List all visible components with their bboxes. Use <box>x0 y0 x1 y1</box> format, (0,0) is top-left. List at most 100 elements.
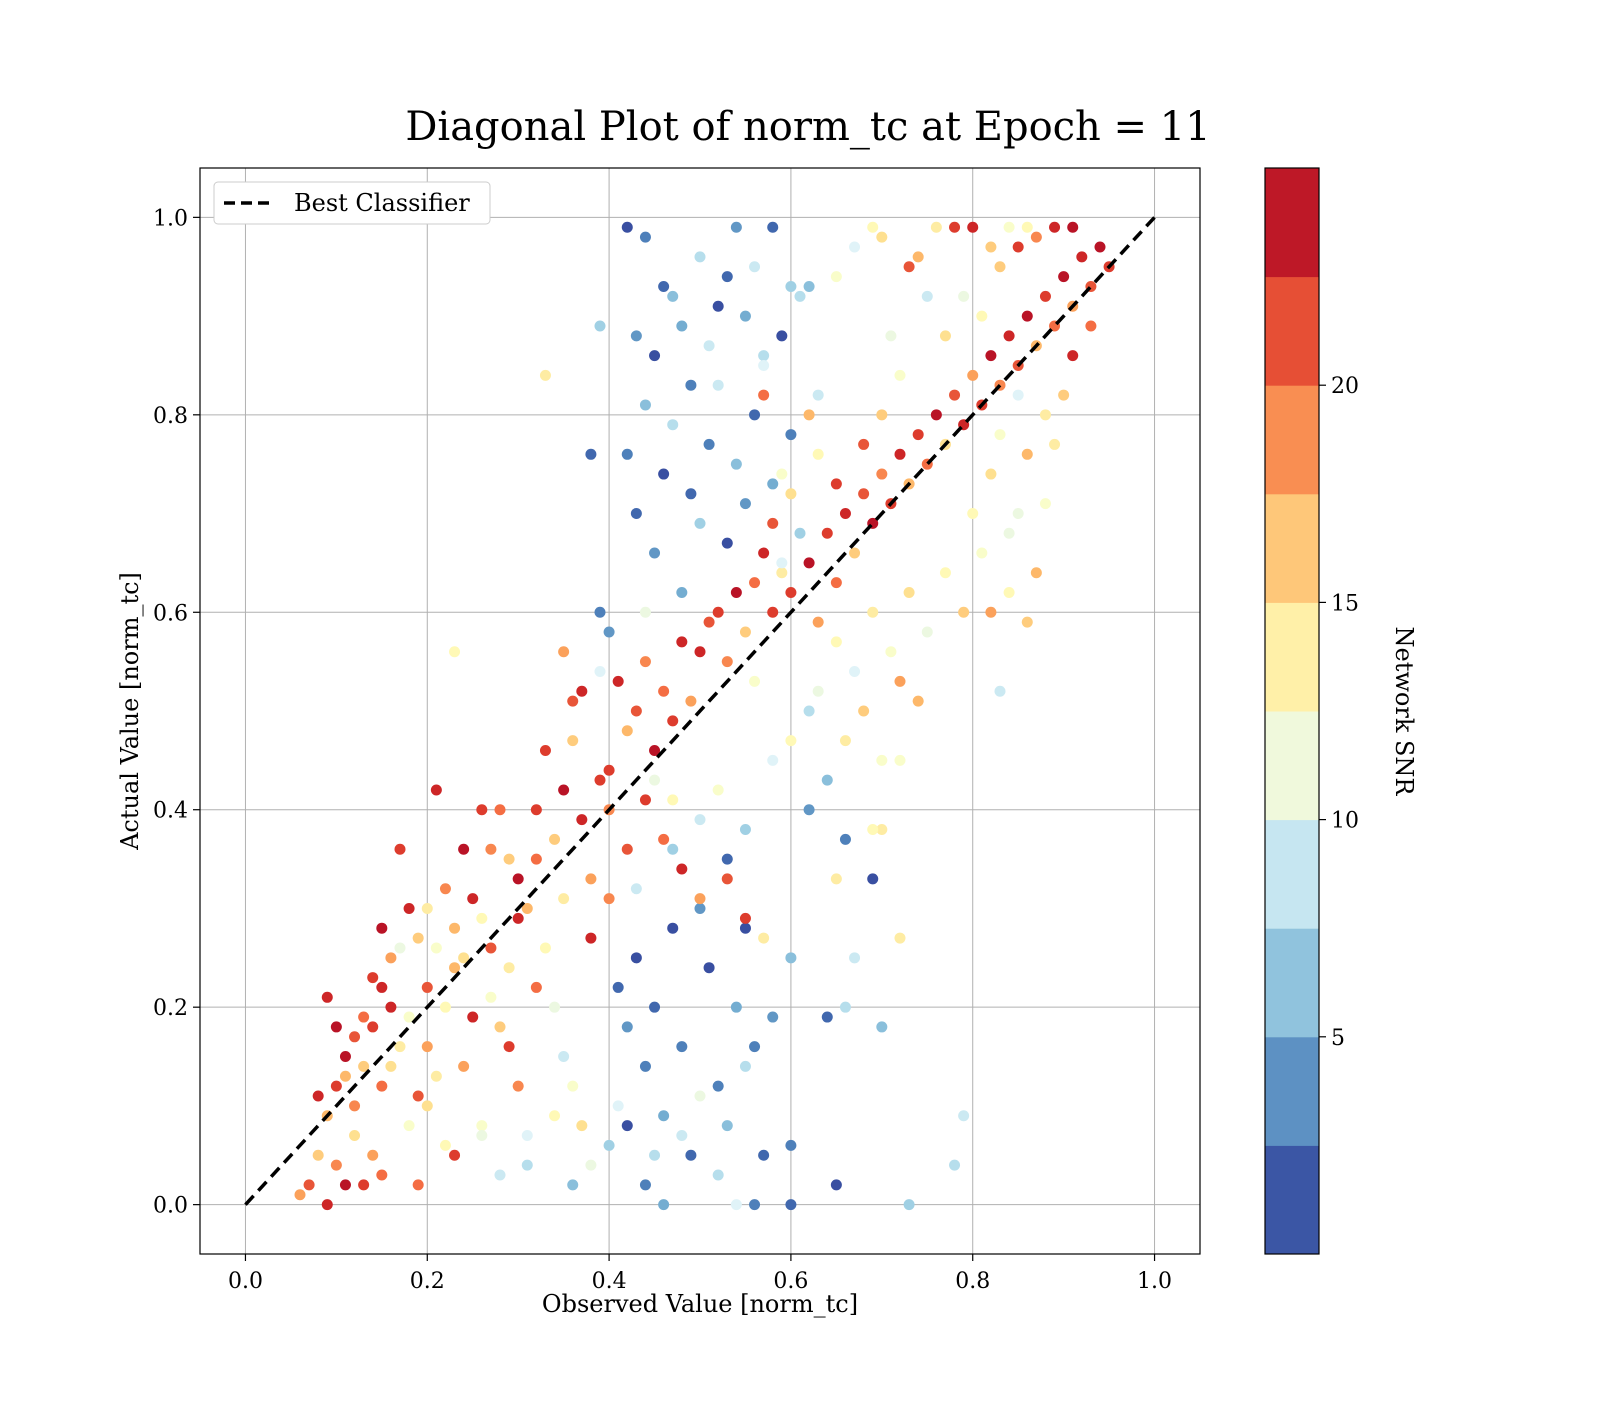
scatter-point <box>421 1041 433 1053</box>
scatter-point <box>558 893 570 905</box>
scatter-point <box>1012 508 1024 520</box>
scatter-point <box>903 1199 915 1211</box>
plot-frame <box>199 167 1201 1255</box>
scatter-point <box>539 744 551 756</box>
scatter-point <box>376 1169 388 1181</box>
x-axis-label: Observed Value [norm_tc] <box>542 1290 858 1318</box>
scatter-point <box>894 369 906 381</box>
scatter-point <box>976 547 988 559</box>
scatter-point <box>867 606 879 618</box>
scatter-point <box>512 1080 524 1092</box>
scatter-point <box>649 744 661 756</box>
colorbar-bin <box>1265 385 1319 495</box>
scatter-point <box>485 991 497 1003</box>
scatter-point <box>812 685 824 697</box>
scatter-point <box>503 962 515 974</box>
scatter-point <box>612 1100 624 1112</box>
scatter-point <box>621 725 633 737</box>
scatter-point <box>621 1021 633 1033</box>
y-tick-label: 0.2 <box>153 996 188 1021</box>
scatter-point <box>603 1139 615 1151</box>
scatter-point <box>358 1060 370 1072</box>
scatter-point <box>667 290 679 302</box>
scatter-point <box>867 823 879 835</box>
scatter-point <box>658 1110 670 1122</box>
scatter-point <box>785 952 797 964</box>
scatter-point <box>485 942 497 954</box>
scatter-point <box>594 606 606 618</box>
scatter-point <box>1021 616 1033 628</box>
scatter-point <box>958 290 970 302</box>
scatter-point <box>430 1070 442 1082</box>
scatter-point <box>603 764 615 776</box>
scatter-point <box>885 646 897 658</box>
scatter-point <box>749 409 761 421</box>
scatter-point <box>612 675 624 687</box>
scatter-point <box>476 1120 488 1132</box>
scatter-point <box>894 675 906 687</box>
scatter-point <box>494 1021 506 1033</box>
scatter-point <box>330 1021 342 1033</box>
scatter-point <box>1049 221 1061 233</box>
scatter-point <box>730 1199 742 1211</box>
scatter-point <box>1030 231 1042 243</box>
scatter-point <box>1049 438 1061 450</box>
scatter-point <box>858 438 870 450</box>
scatter-point <box>903 587 915 599</box>
scatter-point <box>758 359 770 371</box>
scatter-point <box>430 942 442 954</box>
scatter-point <box>458 1060 470 1072</box>
scatter-point <box>739 498 751 510</box>
scatter-point <box>503 1041 515 1053</box>
scatter-point <box>649 1001 661 1013</box>
scatter-point <box>621 843 633 855</box>
scatter-point <box>803 409 815 421</box>
scatter-point <box>830 577 842 589</box>
scatter-points <box>294 221 1115 1211</box>
scatter-point <box>803 804 815 816</box>
y-axis-label: Actual Value [norm_tc] <box>116 572 144 851</box>
colorbar-tick-label: 20 <box>1331 374 1359 399</box>
scatter-point <box>767 478 779 490</box>
scatter-point <box>839 1001 851 1013</box>
scatter-point <box>1067 221 1079 233</box>
scatter-point <box>903 261 915 273</box>
scatter-point <box>521 1159 533 1171</box>
x-tick-label: 0.4 <box>592 1269 627 1294</box>
scatter-point <box>703 340 715 352</box>
scatter-point <box>712 784 724 796</box>
scatter-point <box>821 1011 833 1023</box>
scatter-point <box>830 873 842 885</box>
scatter-point <box>630 952 642 964</box>
scatter-point <box>485 843 497 855</box>
scatter-point <box>921 626 933 638</box>
scatter-point <box>849 547 861 559</box>
scatter-point <box>385 1001 397 1013</box>
scatter-point <box>703 962 715 974</box>
x-tick-label: 0.0 <box>228 1269 263 1294</box>
scatter-point <box>512 912 524 924</box>
scatter-point <box>749 1199 761 1211</box>
scatter-point <box>1039 498 1051 510</box>
scatter-point <box>803 705 815 717</box>
scatter-point <box>303 1179 315 1191</box>
scatter-point <box>530 853 542 865</box>
scatter-point <box>803 280 815 292</box>
scatter-point <box>958 1110 970 1122</box>
scatter-point <box>658 685 670 697</box>
scatter-point <box>649 1149 661 1161</box>
scatter-point <box>858 488 870 500</box>
scatter-point <box>685 695 697 707</box>
scatter-point <box>594 666 606 678</box>
scatter-point <box>939 567 951 579</box>
scatter-point <box>812 616 824 628</box>
scatter-point <box>876 409 888 421</box>
scatter-point <box>449 1149 461 1161</box>
scatter-point <box>694 902 706 914</box>
scatter-point <box>394 942 406 954</box>
scatter-point <box>1039 409 1051 421</box>
colorbar-frame <box>1264 167 1320 1255</box>
scatter-point <box>385 1060 397 1072</box>
scatter-point <box>358 1179 370 1191</box>
scatter-point <box>694 251 706 263</box>
